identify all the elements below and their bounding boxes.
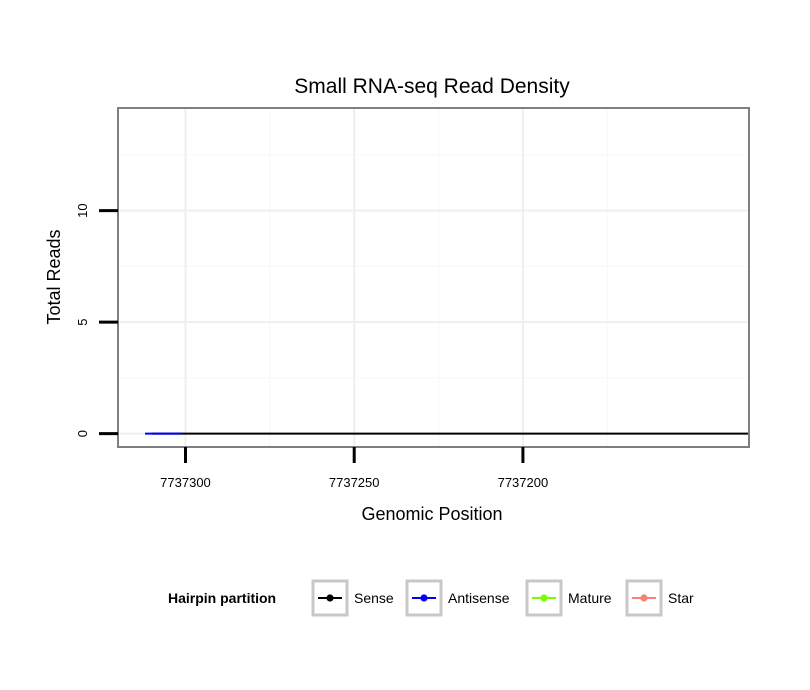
y-tick-label: 0: [75, 430, 90, 437]
legend-item-sense: Sense: [311, 579, 394, 617]
x-tick-label: 7737200: [498, 475, 549, 490]
x-tick-label: 7737300: [160, 475, 211, 490]
legend-key-point: [540, 594, 548, 602]
legend-label: Star: [668, 590, 694, 606]
plot-panel-background: [118, 108, 749, 447]
legend-item-antisense: Antisense: [405, 579, 510, 617]
x-tick-label: 7737250: [329, 475, 380, 490]
y-tick-label: 10: [75, 203, 90, 217]
y-axis-label: Total Reads: [44, 229, 64, 324]
x-axis-label: Genomic Position: [361, 504, 502, 524]
y-axis: 0 5 10: [75, 203, 118, 437]
x-axis: 7737300 7737250 7737200: [160, 447, 548, 490]
legend: Hairpin partition Sense Antisense Mature St…: [168, 579, 694, 617]
legend-title: Hairpin partition: [168, 590, 276, 606]
legend-item-mature: Mature: [525, 579, 612, 617]
y-tick-label: 5: [75, 318, 90, 325]
plot-panel-border: [117, 107, 750, 448]
legend-key-point: [420, 594, 428, 602]
legend-label: Sense: [354, 590, 394, 606]
legend-key-point: [326, 594, 334, 602]
legend-key-point: [640, 594, 648, 602]
legend-item-star: Star: [625, 579, 694, 617]
chart-title: Small RNA-seq Read Density: [294, 75, 570, 98]
legend-label: Antisense: [448, 590, 510, 606]
legend-label: Mature: [568, 590, 612, 606]
